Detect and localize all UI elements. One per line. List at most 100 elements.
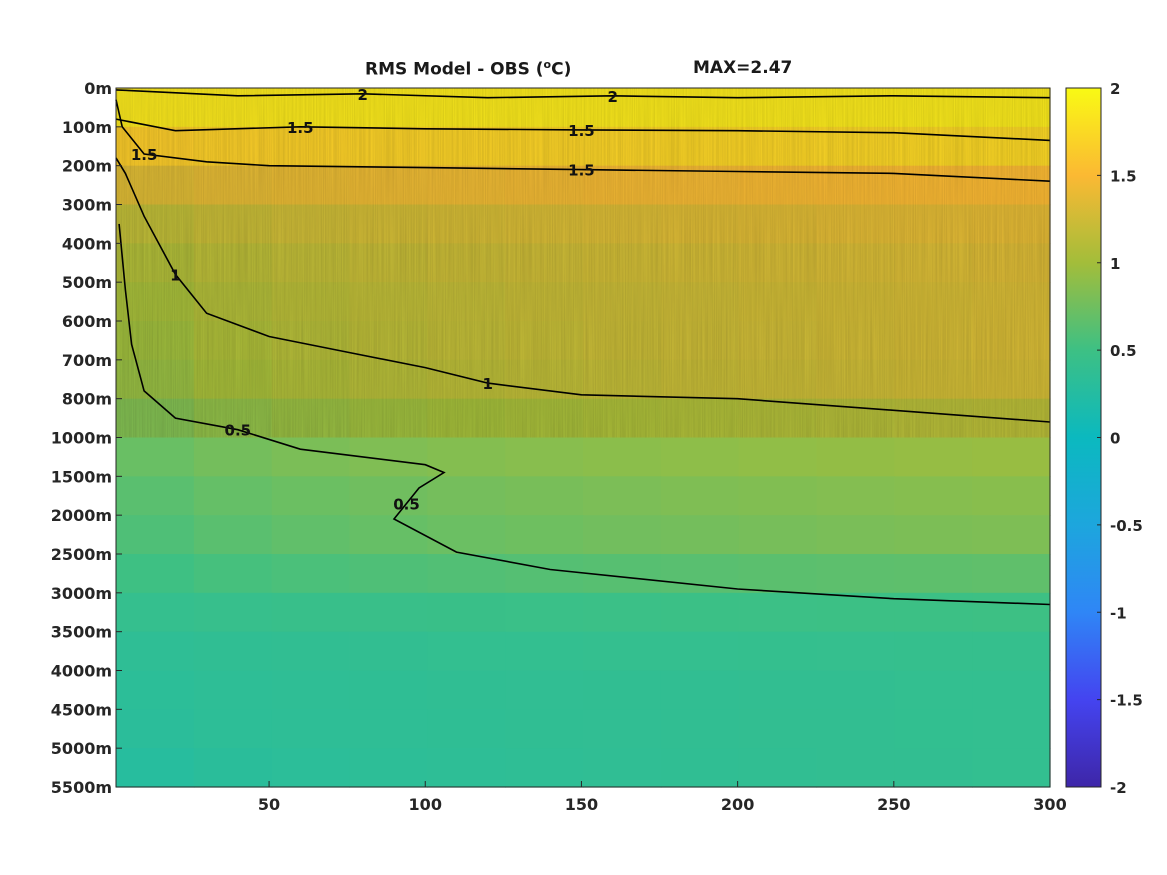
heatmap-cell [738,554,818,594]
heatmap-cell [116,437,195,477]
heatmap-cell [660,592,740,633]
heatmap-cell [972,515,1051,555]
heatmap-cell [193,554,273,594]
contour-label: 1 [483,375,493,393]
heatmap-cell [349,631,428,672]
heatmap-cell [116,748,195,788]
heatmap-cell [349,748,428,788]
x-tick-label: 200 [721,795,754,814]
heatmap-cell [116,515,195,555]
heatmap-cell [894,437,973,477]
heatmap-cell [816,592,895,633]
heatmap-cell [505,748,584,788]
contour-label: 2 [358,86,368,104]
y-tick-label: 3000m [51,584,112,603]
heatmap-cell [738,592,818,633]
heatmap-cell [193,437,273,477]
heatmap-cell [583,709,662,749]
y-tick-label: 5500m [51,778,112,797]
heatmap-cell [427,631,506,672]
heatmap-cell [894,515,973,555]
colorbar-tick-label: 0.5 [1110,342,1137,360]
heatmap-cell [116,592,195,633]
heatmap-texture [116,88,1050,438]
heatmap-cell [193,709,273,749]
contour-label: 0.5 [393,496,420,514]
heatmap-cell [271,709,351,749]
heatmap-cell [738,670,818,710]
heatmap-cell [505,476,584,516]
heatmap-cell [349,592,428,633]
heatmap-cell [193,670,273,710]
colorbar-gradient [1065,87,1102,788]
heatmap-cell [660,670,740,710]
heatmap-cell [972,476,1051,516]
heatmap-cell [816,437,895,477]
chart-title: RMS Model - OBS (oC) [365,58,572,80]
heatmap-cell [816,748,895,788]
heatmap-cell [116,631,195,672]
heatmap-cell [583,670,662,710]
heatmap-cell [505,670,584,710]
heatmap-cell [349,515,428,555]
heatmap-cell [505,554,584,594]
heatmap-cell [738,476,818,516]
y-tick-label: 4000m [51,662,112,681]
heatmap-cell [271,592,351,633]
heatmap-cell [816,670,895,710]
heatmap-cell [583,592,662,633]
heatmap-cell [193,631,273,672]
heatmap-cell [193,515,273,555]
y-tick-label: 1500m [51,467,112,486]
contour-label: 1.5 [568,162,595,180]
heatmap-cell [193,748,273,788]
colorbar-tick-label: -1 [1110,604,1127,622]
heatmap-cell [271,554,351,594]
heatmap-cell [738,515,818,555]
heatmap-cell [427,554,506,594]
colorbar-tick-label: -1.5 [1110,692,1143,710]
heatmap-cell [816,631,895,672]
heatmap-cell [660,748,740,788]
heatmap-field [116,88,1051,788]
x-tick-label: 50 [258,795,280,814]
contour-label: 1.5 [131,146,158,164]
heatmap-cell [505,437,584,477]
heatmap-cell [583,437,662,477]
heatmap-cell [660,631,740,672]
heatmap-cell [427,709,506,749]
heatmap-cell [894,670,973,710]
heatmap-cell [972,709,1051,749]
y-tick-label: 600m [62,312,112,331]
heatmap-cell [505,515,584,555]
heatmap-cell [738,748,818,788]
y-tick-label: 500m [62,273,112,292]
contour-line [118,223,1051,606]
heatmap-cell [660,515,740,555]
heatmap-cell [116,709,195,749]
heatmap-cell [972,554,1051,594]
y-tick-label: 3500m [51,623,112,642]
y-tick-label: 2000m [51,506,112,525]
contour-line [115,99,1051,182]
heatmap-cell [116,670,195,710]
heatmap-cell [427,592,506,633]
heatmap-cell [505,709,584,749]
heatmap-cell [349,554,428,594]
heatmap-cell [816,515,895,555]
colorbar-tick-label: -0.5 [1110,517,1143,535]
x-tick-label: 250 [877,795,910,814]
heatmap-cell [427,476,506,516]
y-tick-label: 4500m [51,700,112,719]
heatmap-cell [349,670,428,710]
heatmap-cell [894,709,973,749]
heatmap-cell [505,592,584,633]
heatmap-cell [583,748,662,788]
heatmap-cell [271,515,351,555]
contour-label: 1.5 [287,119,314,137]
y-tick-label: 200m [62,157,112,176]
heatmap-cell [816,554,895,594]
contour-line [115,157,1051,423]
heatmap-cell [660,554,740,594]
heatmap-cell [583,631,662,672]
